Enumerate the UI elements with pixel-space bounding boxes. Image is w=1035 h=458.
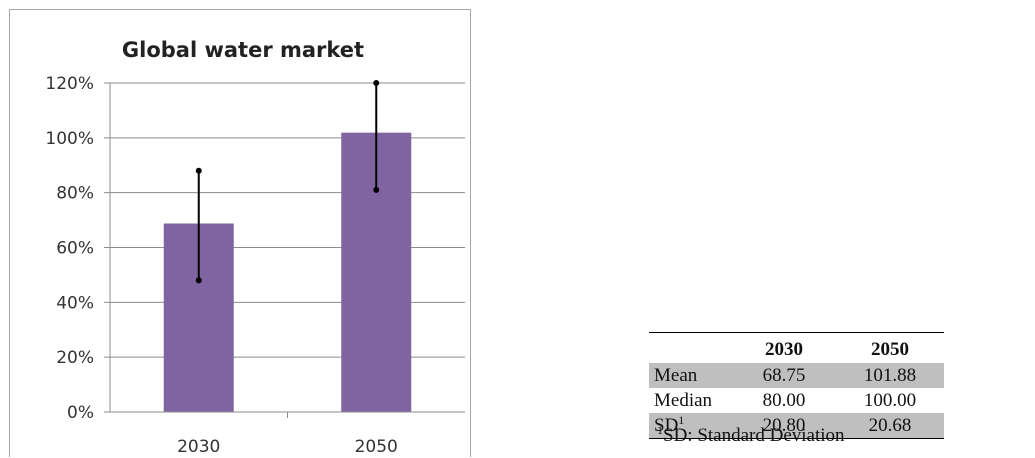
cell-2050: 100.00 <box>863 390 917 411</box>
cell-2030: 80.00 <box>762 390 806 411</box>
statistics-table: 2030 2050 Mean 68.75 101.88 Median 80.00… <box>649 332 944 439</box>
row-label-marker: 1 <box>678 413 685 427</box>
footnote-marker: 1 <box>657 423 663 437</box>
table-header-row: 2030 2050 <box>649 332 944 364</box>
cell-2050: 101.88 <box>863 365 917 386</box>
error-bars <box>195 80 380 284</box>
footnote-text: SD: Standard Deviation <box>663 425 845 446</box>
error-bar-cap-low <box>195 277 202 284</box>
table-row: SD1 20.80 20.68 <box>649 413 944 439</box>
x-axis-ticks: 2030 2050 <box>177 412 398 457</box>
table-header-blank <box>649 333 732 364</box>
bars <box>163 132 412 412</box>
y-tick-label: 0% <box>67 403 94 423</box>
y-axis-ticks: 0% 20% 40% 60% 80% 100% 120% <box>45 74 110 423</box>
x-tick-label: 2050 <box>355 437 398 457</box>
error-bar-cap-high <box>373 80 380 86</box>
cell-2030: 20.80 <box>762 415 806 436</box>
table-header-2050: 2050 <box>871 338 909 360</box>
chart-title: Global water market <box>122 38 364 62</box>
row-label: Median <box>649 388 732 413</box>
x-tick-label: 2030 <box>177 437 220 457</box>
row-label-text: Mean <box>654 365 698 386</box>
chart-frame: Global water market 0% 20% 40% 60% 80% 100% 12… <box>9 9 471 457</box>
cell-2050: 20.68 <box>868 415 912 436</box>
error-bar-cap-high <box>195 167 202 174</box>
y-tick-label: 40% <box>56 293 94 313</box>
y-tick-label: 100% <box>45 129 94 149</box>
y-tick-label: 120% <box>45 74 94 94</box>
y-tick-label: 60% <box>56 239 94 259</box>
y-tick-label: 20% <box>56 348 94 368</box>
table-header-2030: 2030 <box>765 338 803 360</box>
error-bar-cap-low <box>373 186 380 193</box>
y-tick-label: 80% <box>56 184 94 204</box>
row-label-text: SD <box>654 415 679 436</box>
row-label: SD1 <box>649 413 732 439</box>
bar-chart: Global water market 0% 20% 40% 60% 80% 100% 12… <box>45 38 465 457</box>
row-label-text: Median <box>654 390 713 411</box>
cell-2030: 68.75 <box>762 365 806 386</box>
gridlines <box>110 82 465 358</box>
footnote: 1SD: Standard Deviation <box>657 423 845 447</box>
table-row: Median 80.00 100.00 <box>649 388 944 413</box>
table-row: Mean 68.75 101.88 <box>649 363 944 388</box>
row-label: Mean <box>649 363 732 388</box>
